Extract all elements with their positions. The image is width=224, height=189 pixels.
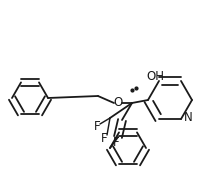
Text: OH: OH [146,70,164,83]
Text: F: F [94,119,100,132]
Text: O: O [113,97,123,109]
Text: N: N [184,111,193,124]
Text: F: F [101,132,107,145]
Text: F: F [113,136,119,149]
